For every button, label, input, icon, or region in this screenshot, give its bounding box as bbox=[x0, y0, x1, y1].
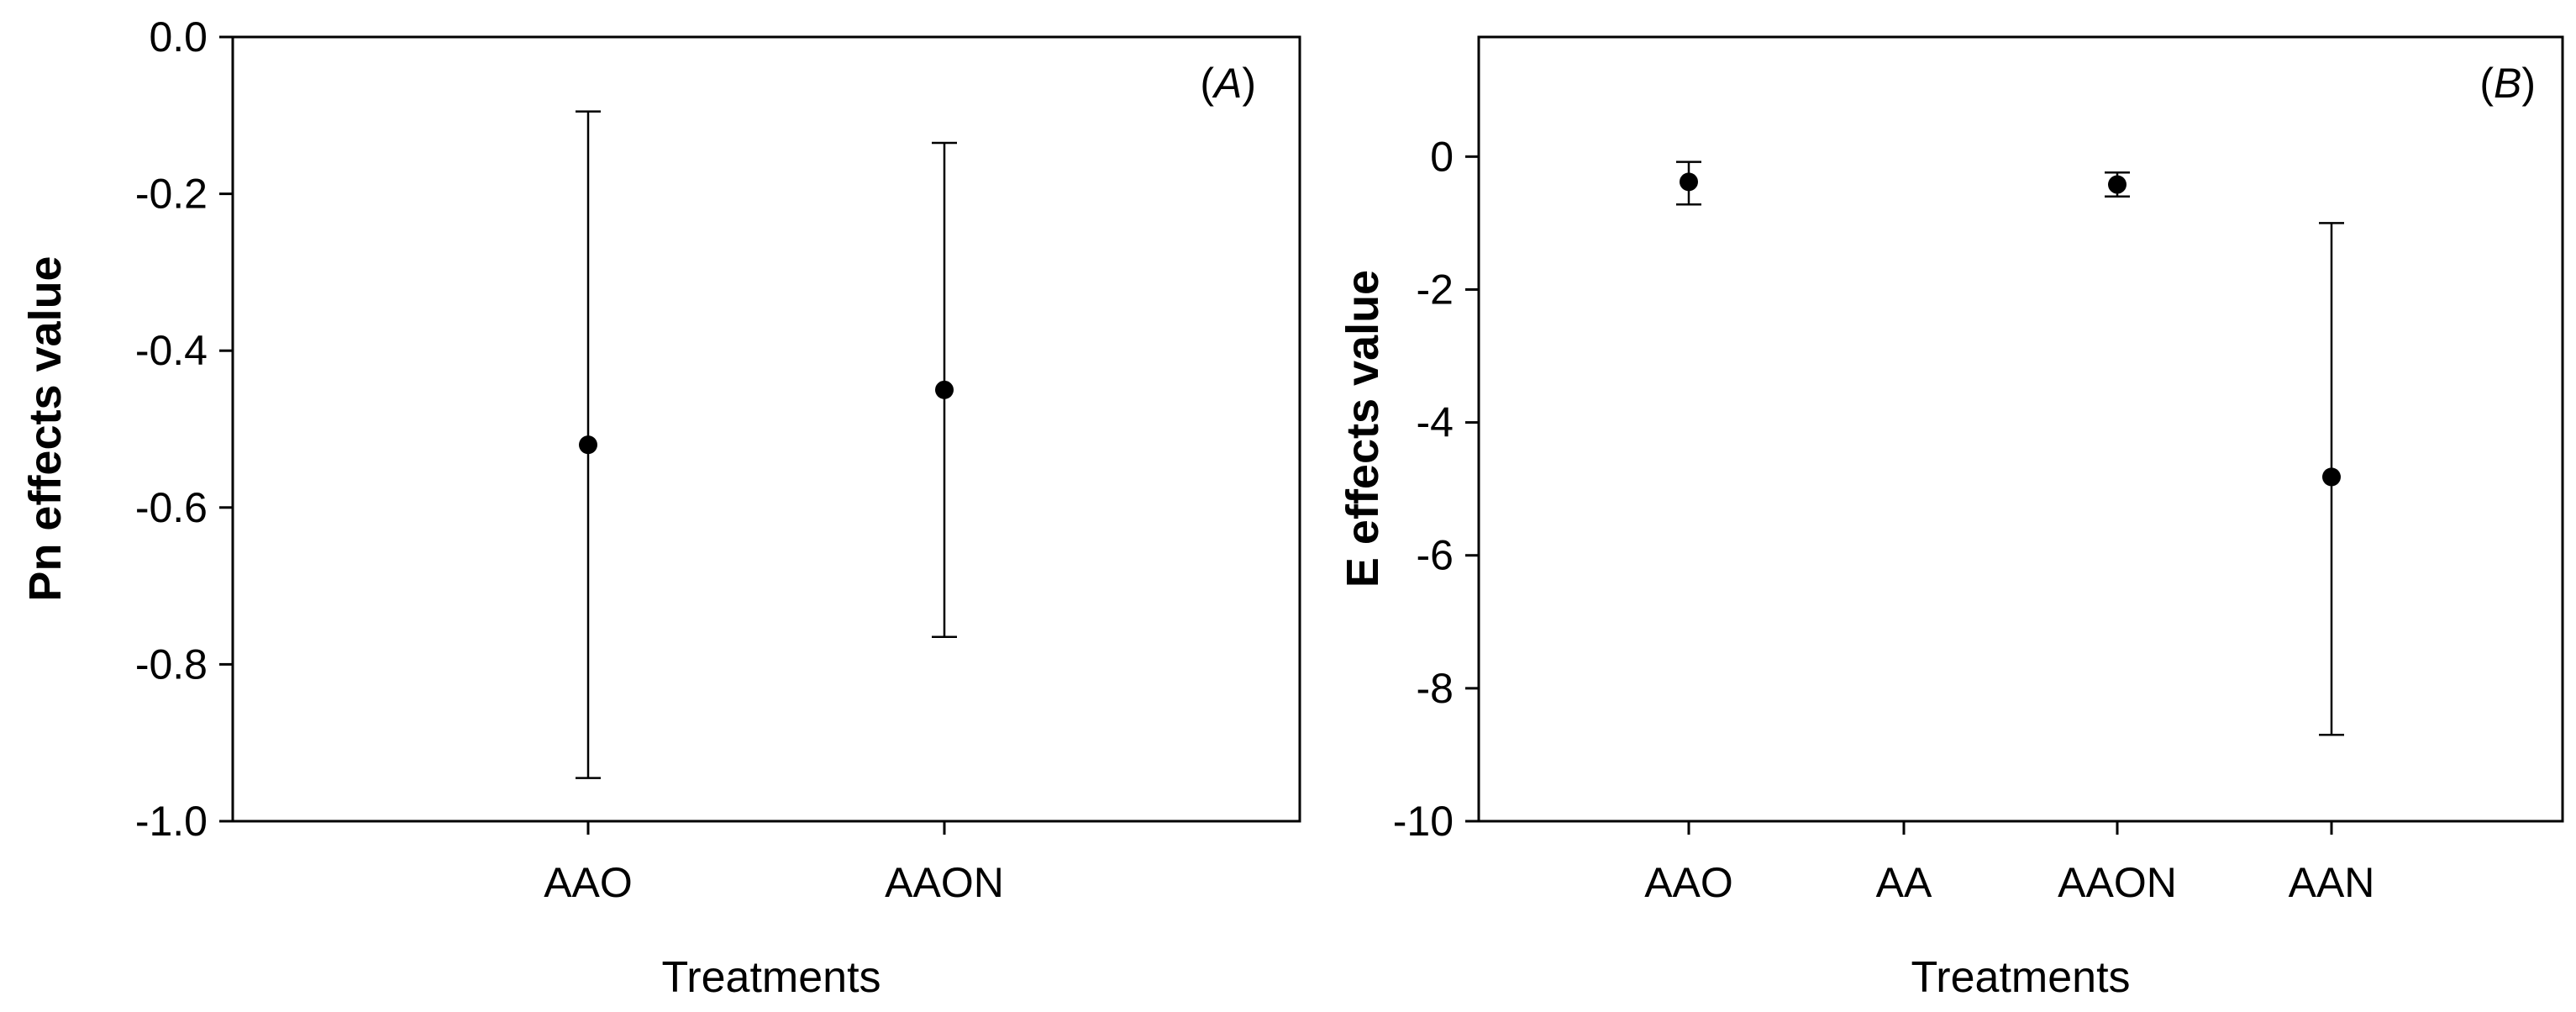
panel-a-data-marks bbox=[576, 110, 957, 779]
panel-b-y-axis-title: E effects value bbox=[1338, 270, 1388, 588]
panel-b-plot-frame bbox=[1477, 35, 2564, 823]
panel-b-data-marks bbox=[1676, 161, 2344, 736]
x-tick-label: AAON bbox=[885, 859, 1004, 906]
panel-b-tag: (B) bbox=[2479, 60, 2536, 107]
x-tick-label: AAN bbox=[2289, 859, 2375, 906]
panel-a-x-axis-title: Treatments bbox=[661, 953, 881, 1002]
panel-a-y-axis-title: Pn effects value bbox=[20, 256, 71, 601]
panel-a-tag: (A) bbox=[1200, 60, 1256, 107]
panel-b: (B) Treatments E effects value 0 -2 -4 -6 -8… bbox=[1338, 35, 2564, 1002]
y-tick-label: -10 bbox=[1393, 798, 1454, 845]
panel-a: (A) Treatments Pn effects value 0.0 -0.2 -… bbox=[20, 13, 1301, 1002]
data-point bbox=[935, 380, 954, 399]
y-tick-label: -0.8 bbox=[135, 640, 208, 688]
data-point bbox=[1680, 172, 1698, 192]
panel-a-plot-frame bbox=[231, 35, 1301, 823]
panel-b-y-ticks: 0 -2 -4 -6 -8 -10 bbox=[1393, 133, 1479, 845]
data-point bbox=[2322, 467, 2341, 487]
y-tick-label: -0.4 bbox=[135, 327, 208, 374]
x-tick-label: AAO bbox=[1644, 859, 1733, 906]
y-tick-label: -2 bbox=[1417, 266, 1454, 313]
y-tick-label: -8 bbox=[1417, 665, 1454, 712]
panel-a-x-ticks: AAO AAON bbox=[544, 821, 1004, 906]
y-tick-label: -1.0 bbox=[135, 798, 208, 845]
y-tick-label: 0 bbox=[1430, 133, 1454, 180]
data-point bbox=[579, 435, 597, 455]
panel-a-y-ticks: 0.0 -0.2 -0.4 -0.6 -0.8 -1.0 bbox=[135, 13, 233, 845]
y-tick-label: -0.6 bbox=[135, 484, 208, 531]
data-point bbox=[2108, 175, 2127, 194]
y-tick-label: -0.2 bbox=[135, 171, 208, 218]
y-tick-label: 0.0 bbox=[149, 13, 208, 61]
y-tick-label: -4 bbox=[1417, 399, 1454, 446]
panel-b-x-ticks: AAO AA AAON AAN bbox=[1644, 821, 2374, 906]
y-tick-label: -6 bbox=[1417, 532, 1454, 579]
x-tick-label: AAON bbox=[2058, 859, 2177, 906]
x-tick-label: AAO bbox=[544, 859, 633, 906]
panel-b-x-axis-title: Treatments bbox=[1911, 953, 2130, 1002]
x-tick-label: AA bbox=[1876, 859, 1932, 906]
